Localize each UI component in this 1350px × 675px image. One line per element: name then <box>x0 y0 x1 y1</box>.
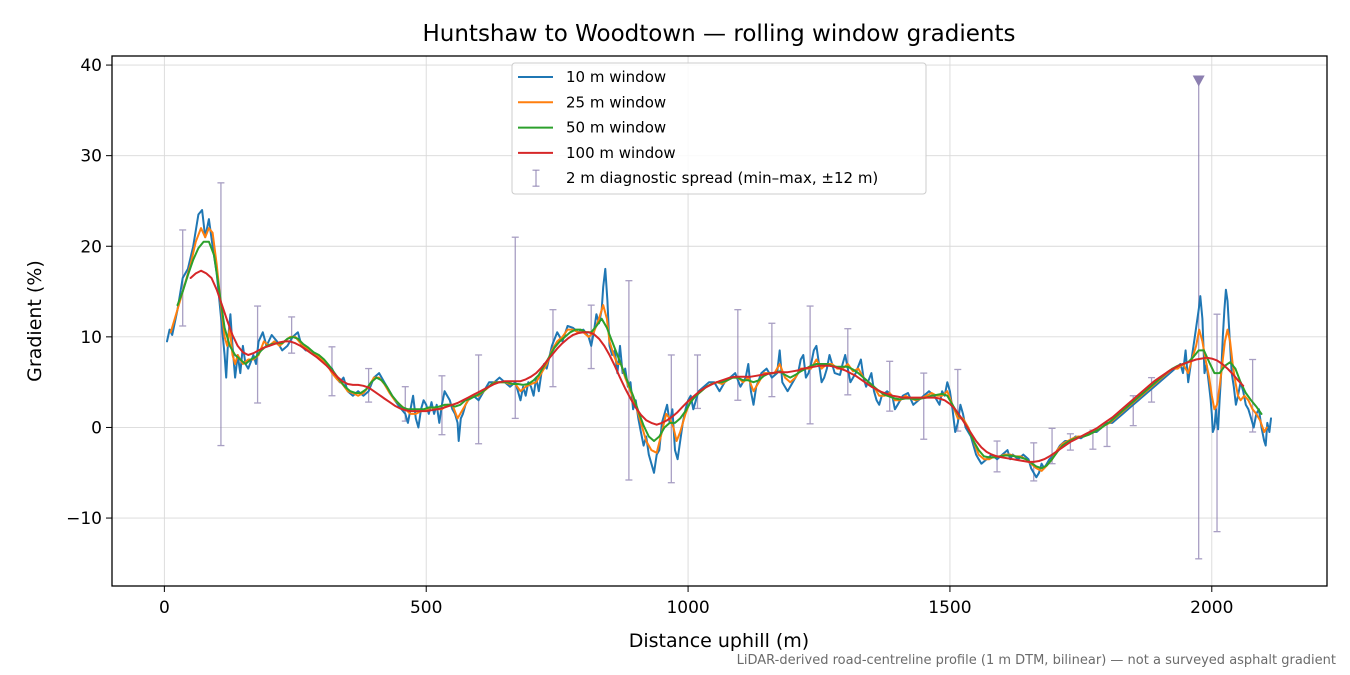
y-tick-label: 20 <box>80 237 102 257</box>
chart-title: Huntshaw to Woodtown — rolling window gr… <box>422 21 1015 47</box>
y-tick-label: 40 <box>80 56 102 76</box>
y-tick-label: −10 <box>66 509 102 529</box>
series-line <box>166 209 1272 479</box>
spread-errorbar <box>625 280 633 481</box>
spread-errorbar <box>288 316 296 354</box>
legend-label: 50 m window <box>566 119 666 137</box>
spread-errorbar <box>694 354 702 410</box>
x-tick-label: 1000 <box>666 598 709 618</box>
legend-label: 100 m window <box>566 144 676 162</box>
spread-errorbar <box>511 236 519 420</box>
spread-errorbar <box>734 309 742 401</box>
x-tick-label: 0 <box>159 598 170 618</box>
legend-entry: 2 m diagnostic spread (min–max, ±12 m) <box>532 169 878 187</box>
legend-entry: 10 m window <box>518 68 666 86</box>
x-axis-ticks: 0 500 1000 1500 2000 <box>159 586 1233 618</box>
series-line <box>189 269 1245 463</box>
legend-label: 25 m window <box>566 93 666 111</box>
y-axis-label: Gradient (%) <box>24 260 46 382</box>
spread-errorbar <box>844 328 852 396</box>
y-axis-ticks: −10 0 10 20 30 40 <box>66 56 112 529</box>
legend-label: 10 m window <box>566 68 666 86</box>
legend-label: 2 m diagnostic spread (min–max, ±12 m) <box>566 169 878 187</box>
x-tick-label: 500 <box>410 598 442 618</box>
clip-markers <box>1192 75 1205 87</box>
y-tick-label: 10 <box>80 328 102 348</box>
spread-errorbar <box>920 372 928 440</box>
legend-box <box>511 62 927 195</box>
y-tick-label: 30 <box>80 147 102 167</box>
spread-errorbar <box>886 360 894 412</box>
legend-entry: 100 m window <box>518 144 676 162</box>
legend-entry: 25 m window <box>518 93 666 111</box>
spread-errorbar <box>768 322 776 398</box>
x-tick-label: 1500 <box>928 598 971 618</box>
legend-entry: 50 m window <box>518 119 666 137</box>
plot-frame <box>111 55 1328 587</box>
series-lines <box>166 209 1272 479</box>
clip-marker-triangle <box>1192 75 1205 87</box>
x-tick-label: 2000 <box>1190 598 1233 618</box>
legend: 10 m window 25 m window 50 m window 100 m w… <box>511 62 927 195</box>
x-axis-label: Distance uphill (m) <box>629 630 809 652</box>
spread-errorbar <box>1249 358 1257 433</box>
spread-errorbar <box>587 304 595 370</box>
plot-area <box>166 75 1272 560</box>
footnote: LiDAR-derived road-centreline profile (1… <box>737 653 1336 668</box>
y-tick-label: 0 <box>91 418 102 438</box>
